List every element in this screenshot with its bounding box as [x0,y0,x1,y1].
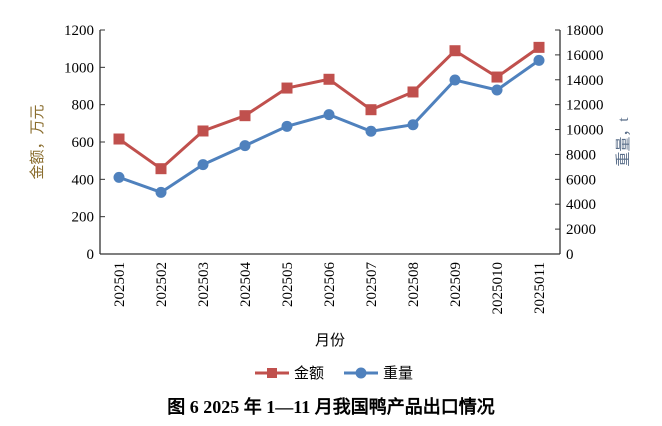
x-tick-label: 2025011 [532,262,548,314]
y-tick-label-right: 14000 [566,73,604,89]
legend-marker-amount [267,368,277,378]
y-tick-label-left: 1000 [64,60,94,76]
y-tick-label-left: 600 [72,135,95,151]
x-tick-label: 202509 [448,262,464,307]
data-point-weight [323,109,335,121]
data-point-weight [491,84,503,96]
y-tick-label-right: 2000 [566,222,596,238]
x-axis-label: 月份 [315,332,345,349]
legend: 金额 重量 [255,365,413,382]
data-point-weight [365,125,377,137]
legend-label-amount: 金额 [294,365,324,382]
legend-label-weight: 重量 [383,365,413,382]
y-tick-label-right: 16000 [566,48,604,64]
y-tick-label-left: 1200 [64,23,94,39]
x-tick-label: 202505 [280,262,296,307]
legend-marker-weight [355,367,367,379]
data-point-weight [281,120,293,132]
data-point-weight [407,119,419,131]
data-point-amount [323,73,335,85]
data-point-amount [365,104,377,116]
data-point-weight [197,159,209,171]
data-point-amount [281,82,293,94]
data-point-weight [239,140,251,152]
series-line-amount [118,46,540,171]
data-point-amount [533,41,545,53]
data-point-amount [197,125,209,137]
y-tick-label-right: 0 [566,247,574,263]
x-tick-label: 202501 [112,262,128,307]
data-point-amount [113,133,125,145]
data-point-amount [449,45,461,57]
data-point-weight [533,54,545,66]
y-tick-label-left: 0 [87,247,95,263]
chart-title: 图 6 2025 年 1—11 月我国鸭产品出口情况 [167,396,495,417]
x-tick-label: 202506 [322,262,338,308]
x-tick-label: 202508 [406,262,422,307]
y-tick-label-right: 8000 [566,147,596,163]
y-tick-label-left: 200 [72,210,95,226]
data-point-weight [155,186,167,198]
y-tick-label-right: 4000 [566,197,596,213]
data-point-amount [491,71,503,83]
data-point-amount [239,110,251,122]
x-tick-label: 202504 [238,262,254,308]
y-axis-label-left: 金额，万元 [29,104,46,179]
data-point-amount [155,163,167,175]
y-tick-label-right: 18000 [566,23,604,39]
data-point-weight [113,171,125,183]
x-tick-label: 202503 [196,262,212,307]
y-tick-label-left: 800 [72,98,95,114]
x-tick-label: 2025010 [490,262,506,315]
y-tick-label-right: 12000 [566,98,604,114]
x-tick-label: 202502 [154,262,170,307]
y-tick-label-right: 10000 [566,123,604,139]
data-point-amount [407,86,419,98]
y-axis-label-right: 重量，t [615,117,632,167]
y-tick-label-right: 6000 [566,172,596,188]
y-tick-label-left: 400 [72,172,95,188]
data-point-weight [449,74,461,86]
x-tick-label: 202507 [364,262,380,308]
